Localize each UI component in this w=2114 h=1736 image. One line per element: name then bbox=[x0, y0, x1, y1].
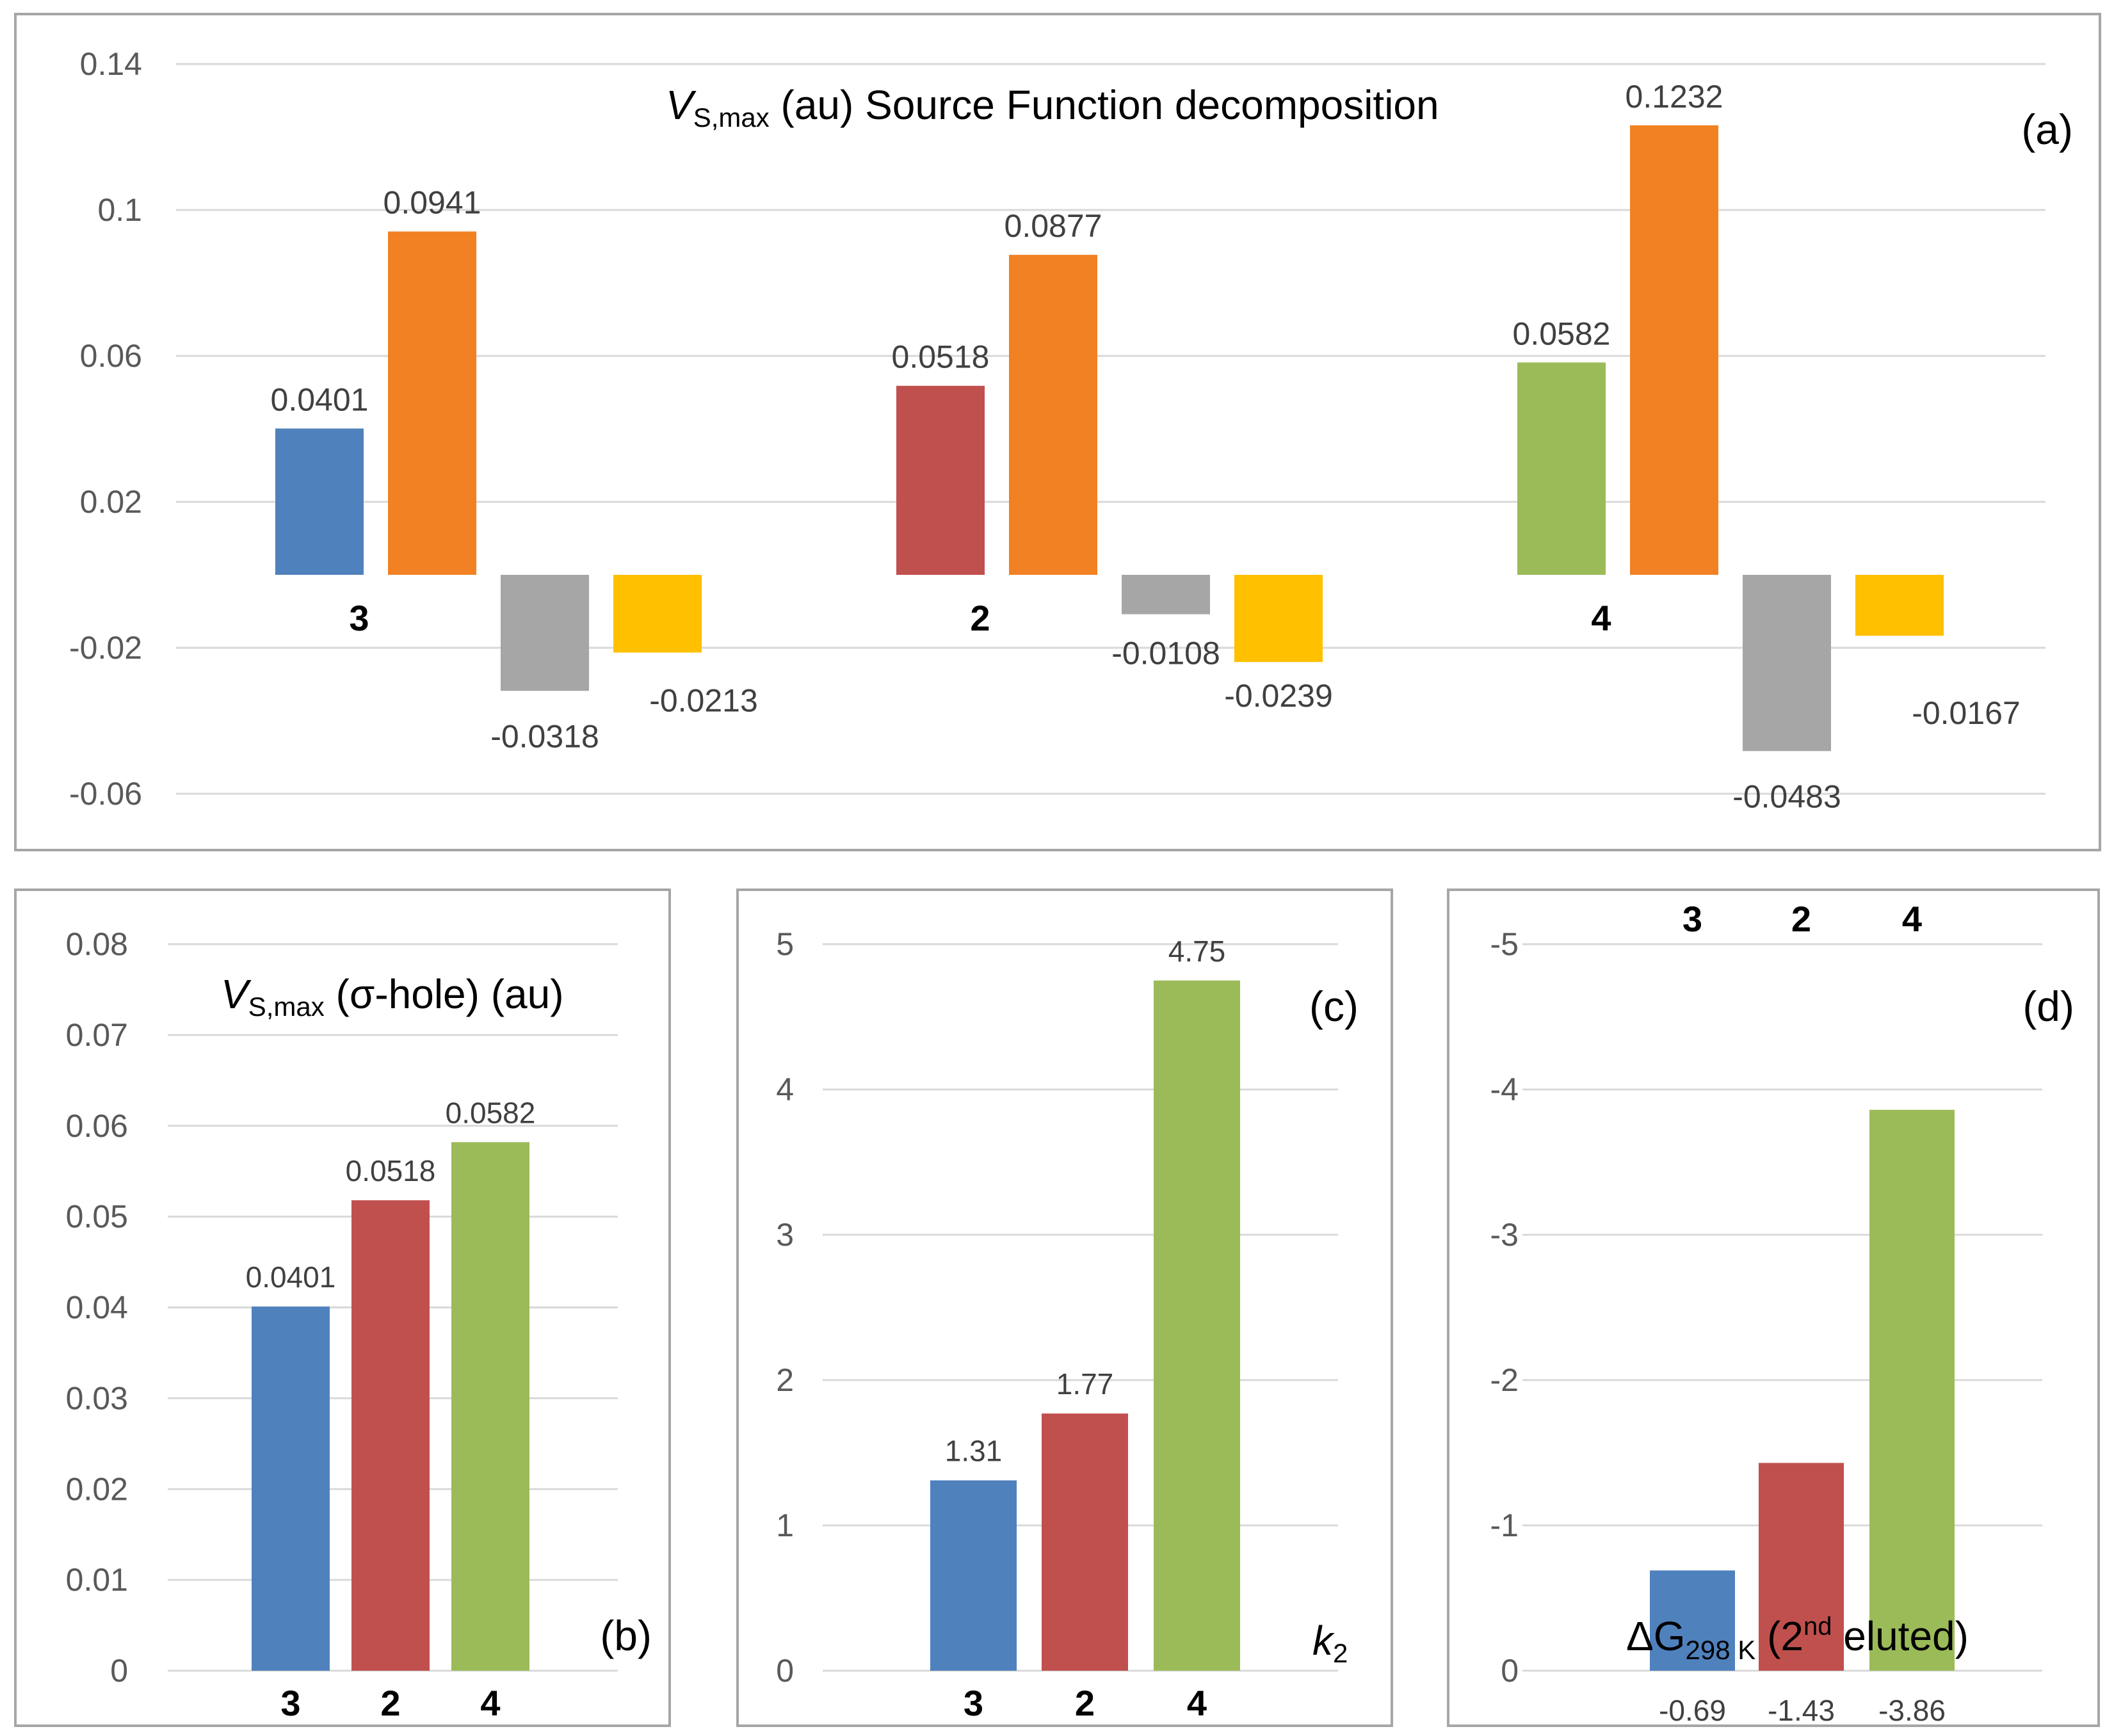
panel-b-bar bbox=[351, 1200, 430, 1671]
panel-a-y-tick-label: 0.06 bbox=[80, 338, 142, 374]
panel-c-bar bbox=[930, 1480, 1017, 1671]
panel-c-chart: 5 4 3 2 1 0 1.31 3 1.77 2 4.75 4 (c) k2 bbox=[736, 888, 1393, 1727]
panel-d-y-tick-label: 0 bbox=[1501, 1653, 1519, 1689]
panel-d-category-label: 3 bbox=[1682, 899, 1702, 939]
panel-a-bar bbox=[613, 575, 702, 653]
panel-a-category-label: 3 bbox=[349, 598, 369, 638]
panel-b-category-label: 2 bbox=[380, 1683, 400, 1723]
panel-a-category-label: 4 bbox=[1591, 598, 1611, 638]
panel-a-data-label: -0.0318 bbox=[490, 718, 599, 754]
panel-a-data-label: 0.0401 bbox=[271, 382, 369, 417]
panel-a-data-label: -0.0239 bbox=[1224, 678, 1333, 714]
panel-d-bar bbox=[1650, 1570, 1735, 1671]
panel-a-title: VS,max (au) Source Function decompositio… bbox=[666, 82, 1439, 133]
panel-d-frame bbox=[1447, 888, 2100, 1727]
panel-b-y-tick-label: 0.02 bbox=[66, 1471, 128, 1507]
panel-d-category-label: 2 bbox=[1791, 899, 1811, 939]
panel-c-y-tick-label: 5 bbox=[776, 926, 794, 962]
panel-a-bar bbox=[1009, 255, 1097, 575]
panel-d-y-tick-label: -5 bbox=[1490, 926, 1519, 962]
panel-b-y-tick-label: 0.06 bbox=[66, 1108, 128, 1144]
panel-c-y-tick-label: 4 bbox=[776, 1072, 794, 1107]
panel-a-bar bbox=[1630, 125, 1718, 575]
panel-a-data-label: 0.0582 bbox=[1513, 316, 1611, 351]
panel-c-frame bbox=[736, 888, 1393, 1727]
panel-a-data-label: 0.0877 bbox=[1005, 208, 1102, 244]
panel-a-data-label: 0.0941 bbox=[383, 185, 481, 221]
panel-b-title: VS,max (σ-hole) (au) bbox=[221, 971, 564, 1022]
panel-b-y-tick-label: 0.01 bbox=[66, 1562, 128, 1598]
panel-a-bar bbox=[1855, 575, 1944, 636]
panel-a-bar bbox=[388, 231, 476, 575]
panel-a-bar bbox=[501, 575, 589, 691]
panel-a-bar bbox=[1122, 575, 1210, 615]
panel-a-frame bbox=[14, 13, 2101, 851]
panel-a-y-tick-label: 0.02 bbox=[80, 484, 142, 520]
panel-a-tag: (a) bbox=[2021, 106, 2073, 153]
panel-a-data-label: 0.0518 bbox=[892, 339, 990, 375]
panel-a-bar bbox=[1517, 362, 1606, 575]
panel-c-bar bbox=[1042, 1413, 1128, 1671]
panel-c-y-tick-label: 0 bbox=[776, 1653, 794, 1689]
panel-c-y-tick-label: 3 bbox=[776, 1217, 794, 1253]
panel-c-category-label: 4 bbox=[1187, 1683, 1207, 1723]
panel-a-y-tick-label: -0.06 bbox=[69, 776, 142, 812]
panel-c-bar bbox=[1154, 980, 1240, 1671]
panel-c-category-label: 2 bbox=[1075, 1683, 1095, 1723]
panel-c-tag: (c) bbox=[1309, 983, 1359, 1030]
panel-b-data-label: 0.0518 bbox=[346, 1154, 436, 1187]
panel-a-data-label: 0.1232 bbox=[1626, 79, 1723, 115]
panel-a-data-label: -0.0483 bbox=[1732, 778, 1841, 814]
panel-d-y-tick-label: -2 bbox=[1490, 1362, 1519, 1398]
panel-a-bar bbox=[1234, 575, 1323, 663]
panel-d-data-label: -1.43 bbox=[1768, 1694, 1835, 1727]
panel-d-bar bbox=[1869, 1109, 1955, 1671]
panel-c-category-label: 3 bbox=[964, 1683, 983, 1723]
panel-d-axis-label: ΔG298 K (2nd eluted) bbox=[1626, 1612, 1969, 1665]
panel-d-tag: (d) bbox=[2022, 983, 2074, 1030]
panel-d-bar bbox=[1759, 1463, 1844, 1671]
panel-c-data-label: 1.31 bbox=[945, 1435, 1003, 1468]
panel-a-category-label: 2 bbox=[970, 598, 990, 638]
panel-a-bar bbox=[896, 385, 985, 575]
panel-c-axis-label: k2 bbox=[1312, 1618, 1348, 1668]
panel-d-y-tick-label: -1 bbox=[1490, 1507, 1519, 1543]
panel-a-data-label: -0.0213 bbox=[649, 682, 758, 718]
panel-a-data-label: -0.0167 bbox=[1912, 695, 2021, 731]
panel-d-data-label: -0.69 bbox=[1659, 1694, 1726, 1727]
panel-a-y-tick-label: -0.02 bbox=[69, 630, 142, 666]
panel-b-data-label: 0.0401 bbox=[246, 1260, 336, 1294]
panel-b-bar bbox=[451, 1142, 529, 1671]
panel-b-frame bbox=[14, 888, 671, 1727]
panel-a-y-tick-label: 0.1 bbox=[97, 192, 142, 228]
panel-b-y-tick-label: 0 bbox=[110, 1653, 128, 1689]
panel-c-y-tick-label: 1 bbox=[776, 1507, 794, 1543]
panel-c-y-tick-label: 2 bbox=[776, 1362, 794, 1398]
panel-a-bar bbox=[275, 428, 364, 575]
panel-d-y-tick-label: -4 bbox=[1490, 1072, 1519, 1107]
panel-b-tag: (b) bbox=[600, 1612, 652, 1659]
panel-b-data-label: 0.0582 bbox=[446, 1096, 536, 1129]
panel-b-y-tick-label: 0.03 bbox=[66, 1380, 128, 1416]
panel-b-y-tick-label: 0.08 bbox=[66, 926, 128, 962]
panel-b-bar bbox=[252, 1306, 330, 1671]
panel-b-y-tick-label: 0.05 bbox=[66, 1199, 128, 1235]
panel-b-chart: 0.08 0.07 0.06 0.05 0.04 0.03 0.02 0.01 0 0.0401 3… bbox=[14, 888, 671, 1727]
panel-a-data-label: -0.0108 bbox=[1111, 636, 1220, 671]
panel-b-y-tick-label: 0.07 bbox=[66, 1017, 128, 1053]
panel-d-chart: 0 -1 -2 -3 -4 -5 -0.69 3 -1.43 2 -3.86 4 (d) ΔG298 K … bbox=[1447, 888, 2100, 1727]
panel-b-category-label: 3 bbox=[280, 1683, 300, 1723]
panel-d-category-label: 4 bbox=[1902, 899, 1922, 939]
panel-d-data-label: -3.86 bbox=[1878, 1694, 1946, 1727]
panel-b-y-tick-label: 0.04 bbox=[66, 1290, 128, 1326]
panel-a-y-tick-label: 0.14 bbox=[80, 46, 142, 82]
panel-d-y-tick-label: -3 bbox=[1490, 1217, 1519, 1253]
panel-a-chart: 0.14 0.1 0.06 0.02 -0.02 -0.06 0.0401 0.0941 -0.… bbox=[14, 13, 2101, 851]
panel-c-data-label: 4.75 bbox=[1168, 935, 1226, 968]
panel-b-category-label: 4 bbox=[480, 1683, 500, 1723]
panel-a-bar bbox=[1743, 575, 1831, 751]
panel-c-data-label: 1.77 bbox=[1056, 1367, 1114, 1401]
